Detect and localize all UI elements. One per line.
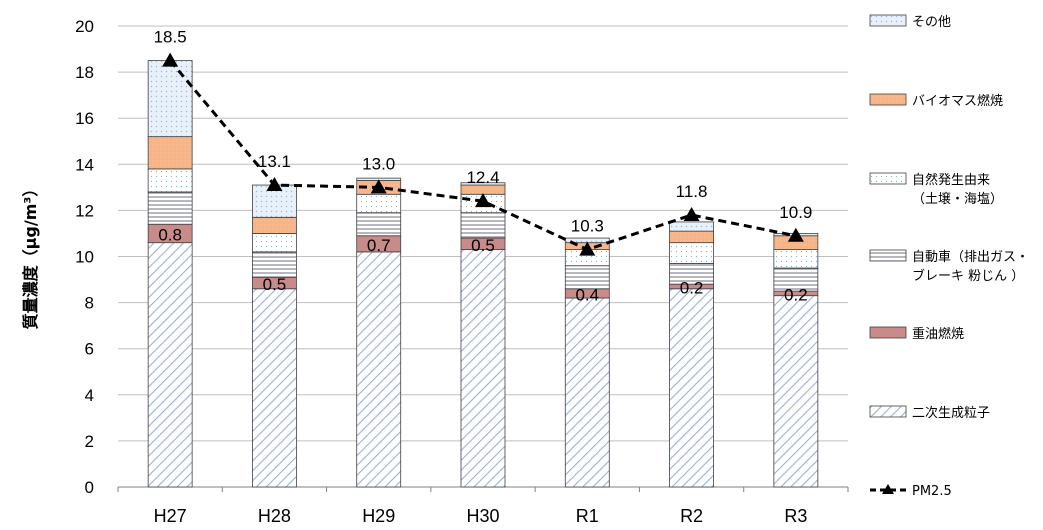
- y-tick-label: 10: [75, 248, 94, 267]
- y-tick-labels: 0 2 4 6 8 10 12 14 16 18 20: [75, 17, 94, 497]
- x-category-label: H29: [362, 506, 395, 526]
- bar-segment: [669, 230, 714, 244]
- pm25-value-label: 10.3: [571, 217, 604, 236]
- stacked-bars: [147, 60, 819, 488]
- bar-segment: [147, 60, 193, 138]
- legend-label: PM2.5: [912, 484, 952, 499]
- legend-swatch: [869, 326, 907, 339]
- bar-segment: [460, 182, 506, 186]
- y-tick-label: 12: [75, 201, 94, 220]
- bar-segment: [252, 233, 297, 253]
- bar-segment: [773, 295, 819, 488]
- bar-value-labels: 0.8 0.5 0.7 0.5 0.4 0.2 0.2: [158, 225, 807, 304]
- bar-segment: [252, 251, 297, 278]
- pm25-marker: [266, 177, 283, 192]
- legend-item: 自動車（排出ガス・ブレーキ 粉じん ）: [869, 249, 1029, 284]
- bar-value-label: 0.2: [680, 278, 704, 297]
- bar-segment: [356, 251, 402, 488]
- x-category-label: R1: [576, 506, 599, 526]
- legend-swatch: [869, 405, 907, 418]
- bar-segment: [773, 249, 819, 269]
- legend-label-line2: ブレーキ 粉じん ）: [912, 268, 1024, 284]
- y-tick-label: 8: [85, 294, 94, 313]
- total-value-labels: 18.5 13.1 13.0 12.4 10.3 11.8 10.9: [154, 28, 813, 236]
- legend-item: 重油燃焼: [869, 326, 964, 342]
- pm25-line: [162, 52, 804, 256]
- bar-value-label: 0.5: [263, 275, 287, 294]
- pm25-marker: [787, 227, 804, 242]
- pm25-value-label: 13.0: [362, 154, 395, 173]
- bar-segment: [147, 242, 193, 488]
- legend-item: 二次生成粒子: [869, 405, 990, 421]
- x-category-label: H27: [154, 506, 187, 526]
- pm25-marker: [162, 52, 179, 67]
- x-category-label: H30: [466, 506, 499, 526]
- legend-label: 自動車（排出ガス・: [912, 250, 1029, 265]
- legend-label: その他: [912, 15, 951, 30]
- pm25-value-label: 12.4: [466, 168, 499, 187]
- pm25-value-label: 10.9: [779, 203, 812, 222]
- x-category-label: R2: [680, 506, 703, 526]
- legend-label-line2: （土壌・海塩）: [912, 192, 1003, 207]
- y-tick-label: 6: [85, 340, 94, 359]
- legend-swatch: [869, 249, 907, 262]
- bar-segment: [460, 212, 506, 239]
- y-tick-label: 16: [75, 109, 94, 128]
- legend-swatch: [869, 93, 907, 106]
- pm25-value-label: 11.8: [676, 182, 708, 201]
- x-category-label: H28: [258, 506, 291, 526]
- bar-segment: [147, 136, 193, 170]
- y-tick-label: 20: [75, 17, 94, 36]
- legend-marker: [882, 484, 894, 494]
- legend-label: 重油燃焼: [912, 326, 964, 342]
- bar-segment: [147, 168, 193, 193]
- pm25-marker: [475, 193, 491, 208]
- pm25-marker: [370, 179, 387, 194]
- x-category-labels: H27 H28 H29 H30 R1 R2 R3: [154, 506, 808, 526]
- bar-value-label: 0.4: [575, 285, 599, 304]
- bar-segment: [252, 216, 297, 234]
- legend-swatch: [869, 14, 907, 27]
- bar-segment: [669, 221, 714, 232]
- bar-segment: [669, 242, 714, 264]
- pm25-marker: [683, 207, 700, 222]
- legend-label: 二次生成粒子: [912, 405, 990, 421]
- y-tick-label: 2: [85, 432, 94, 451]
- y-tick-label: 0: [85, 478, 94, 497]
- bar-segment: [147, 191, 193, 225]
- legend-label: バイオマス燃焼: [912, 93, 1003, 109]
- legend-item: バイオマス燃焼: [869, 93, 1003, 109]
- legend-swatch: [869, 172, 907, 185]
- bar-segment: [669, 288, 714, 488]
- legend-item: PM2.5: [870, 484, 952, 499]
- pm25-value-label: 18.5: [154, 28, 187, 47]
- bar-segment: [564, 297, 610, 488]
- bar-segment: [356, 193, 402, 214]
- pm25-value-label: 13.1: [258, 152, 291, 171]
- bar-value-label: 0.8: [158, 225, 182, 244]
- bar-segment: [356, 212, 402, 237]
- y-axis-label: 質量濃度（μg/m³）: [21, 181, 40, 330]
- pm25-marker: [579, 241, 596, 256]
- bar-value-label: 0.2: [784, 285, 808, 304]
- y-tick-label: 18: [75, 63, 94, 82]
- y-tick-label: 4: [85, 386, 94, 405]
- bar-value-label: 0.5: [471, 236, 495, 255]
- legend-item: その他: [869, 14, 951, 30]
- bar-value-label: 0.7: [367, 236, 391, 255]
- bar-segment: [252, 288, 297, 488]
- legend-item: 自然発生由来 （土壌・海塩）: [869, 172, 1003, 207]
- x-category-label: R3: [784, 506, 807, 526]
- y-tick-label: 14: [75, 155, 94, 174]
- legend-label: 自然発生由来: [912, 172, 990, 188]
- bar-segment: [460, 249, 506, 488]
